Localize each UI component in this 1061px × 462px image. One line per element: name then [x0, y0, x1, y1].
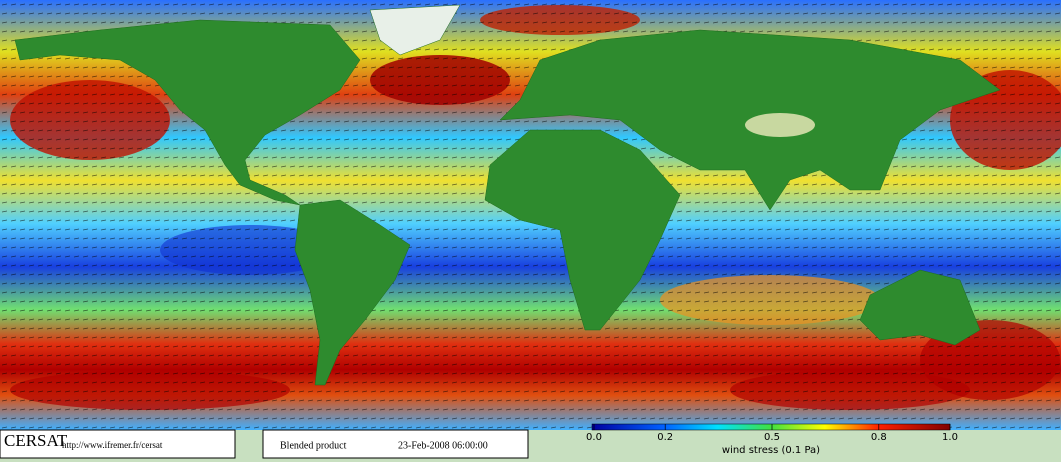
logo: CERSAT [4, 431, 68, 450]
greenland [369, 4, 461, 56]
colorbar-tick-label: 0.8 [871, 432, 887, 443]
north-america [14, 19, 361, 206]
colorbar-scale [591, 423, 951, 431]
australia [859, 269, 981, 346]
colorbar-tick-label: 0.2 [657, 432, 673, 443]
colorbar-tick-label: 1.0 [942, 432, 958, 443]
south-america [294, 199, 411, 386]
africa [484, 129, 681, 331]
colorbar-tick-label: 0.5 [764, 432, 780, 443]
landmasses [14, 4, 1001, 386]
logo-box [0, 429, 236, 459]
tibet-plateau [745, 113, 815, 137]
product-box [262, 429, 529, 459]
colorbar: wind stress (0.1 Pa) 0.0 0.2 0.5 0.8 1.0 [586, 423, 958, 456]
timestamp: 23-Feb-2008 06:00:00 [398, 440, 488, 451]
url: http://www.ifremer.fr/cersat [62, 440, 163, 450]
colorbar-tick-label: 0.0 [586, 432, 602, 443]
colorbar-label: wind stress (0.1 Pa) [722, 445, 820, 456]
product: Blended product [280, 440, 347, 451]
